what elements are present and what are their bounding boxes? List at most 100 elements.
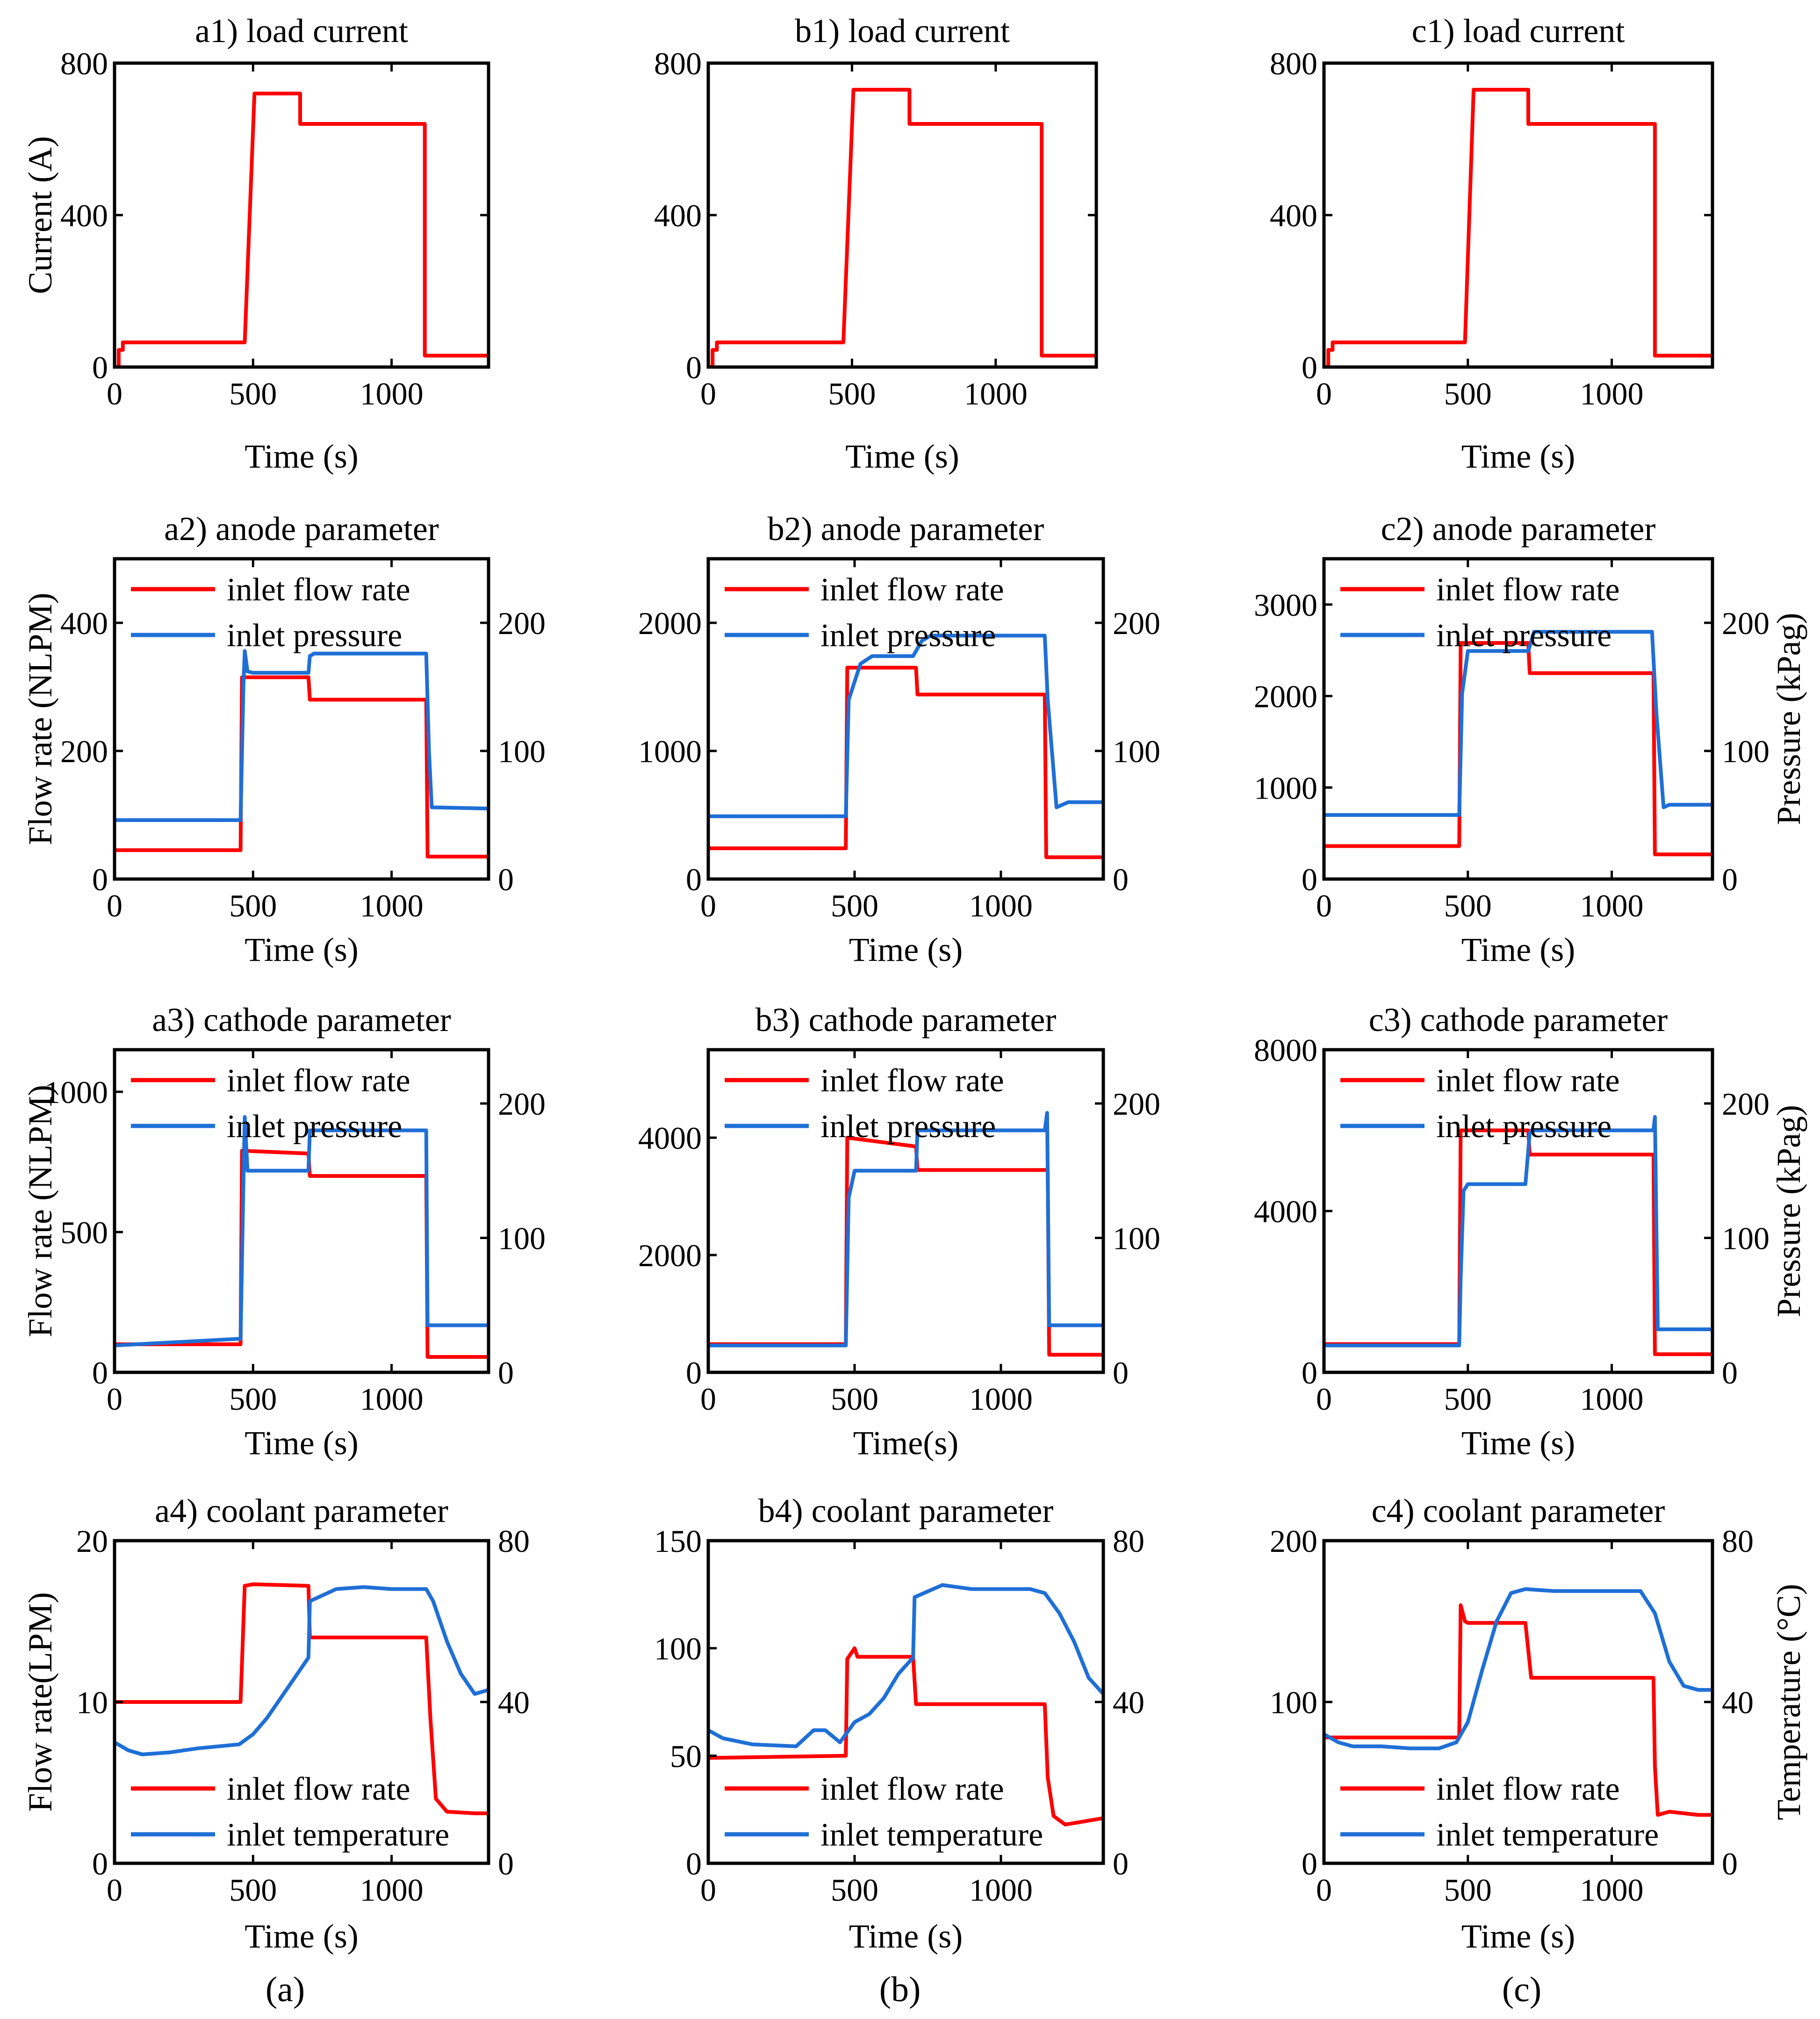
legend-b2: inlet flow rate inlet pressure bbox=[725, 572, 1004, 654]
x-tick-label: 500 bbox=[229, 376, 277, 411]
series-a1-load-current bbox=[115, 92, 489, 367]
y-tick-label-right: 100 bbox=[1113, 1221, 1160, 1256]
legend-label: inlet flow rate bbox=[1436, 1063, 1620, 1099]
legend-label: inlet flow rate bbox=[1436, 572, 1620, 608]
y-tick-label: 0 bbox=[1302, 1355, 1317, 1391]
y-tick-label: 0 bbox=[1302, 350, 1317, 385]
y-axis-label-a2: Flow rate (NLPM) bbox=[22, 593, 59, 845]
x-axis-label-c4: Time (s) bbox=[1461, 1918, 1575, 1955]
chart-a3: 0 500 1000 0 500 1000 0 100 200 a3) cathode param… bbox=[22, 1001, 546, 1462]
y-tick-label-right: 0 bbox=[498, 862, 514, 897]
legend-label: inlet flow rate bbox=[820, 572, 1004, 608]
chart-b1: 0 500 1000 0 400 800 b1) load current Time (s) bbox=[654, 12, 1098, 475]
legend-label: inlet flow rate bbox=[820, 1771, 1004, 1807]
y-tick-label-right: 200 bbox=[1113, 606, 1160, 641]
x-axis-label-b1: Time (s) bbox=[845, 438, 959, 475]
y-tick-label-right: 80 bbox=[498, 1523, 530, 1559]
legend-b3: inlet flow rate inlet pressure bbox=[725, 1063, 1004, 1145]
legend-label: inlet pressure bbox=[820, 618, 996, 654]
legend-label: inlet temperature bbox=[820, 1817, 1043, 1853]
y-tick-label: 0 bbox=[92, 1355, 108, 1391]
legend-b4: inlet flow rate inlet temperature bbox=[725, 1771, 1043, 1853]
series-b1-load-current bbox=[708, 87, 1096, 367]
y-tick-label: 0 bbox=[1302, 1846, 1317, 1882]
y-axis-label-a1: Current (A) bbox=[22, 136, 59, 294]
y-tick-label-right: 40 bbox=[498, 1685, 530, 1720]
series-b4-inlet-temperature bbox=[708, 1583, 1103, 1748]
legend-label: inlet temperature bbox=[227, 1817, 449, 1853]
chart-a4: 0 500 1000 0 10 20 0 40 80 a4) coolant parameter T… bbox=[22, 1492, 530, 1955]
y-tick-label: 2000 bbox=[638, 606, 702, 641]
x-axis-label-b3: Time(s) bbox=[853, 1424, 958, 1462]
y-tick-label: 800 bbox=[60, 46, 108, 81]
chart-title-c4: c4) coolant parameter bbox=[1372, 1492, 1665, 1529]
chart-c4: 0 500 1000 0 100 200 0 40 80 c4) coolant paramete… bbox=[1270, 1492, 1807, 1955]
chart-b4: 0 500 1000 0 50 100 150 0 40 80 b4) coolant parame… bbox=[654, 1492, 1144, 1955]
y-tick-label: 0 bbox=[92, 350, 108, 385]
series-c4-inlet-temperature bbox=[1324, 1587, 1712, 1751]
chart-b3: 0 500 1000 0 2000 4000 0 100 200 b3) cathode para… bbox=[638, 1001, 1160, 1462]
x-tick-label: 0 bbox=[1316, 376, 1332, 411]
chart-c2: 0 500 1000 0 1000 2000 3000 0 100 200 c2) anode pa… bbox=[1254, 510, 1807, 968]
series-a4-inlet-flow-rate bbox=[115, 1582, 489, 1816]
legend-a2: inlet flow rate inlet pressure bbox=[131, 572, 410, 654]
x-axis-label-b4: Time (s) bbox=[849, 1918, 963, 1955]
x-tick-label: 500 bbox=[229, 888, 277, 923]
legend-a3: inlet flow rate inlet pressure bbox=[131, 1063, 410, 1145]
y-tick-label-right: 100 bbox=[1722, 734, 1770, 769]
group-label: (a) bbox=[266, 1970, 305, 2009]
chart-title-a2: a2) anode parameter bbox=[164, 510, 439, 548]
x-tick-label: 500 bbox=[831, 1872, 878, 1908]
legend-a4: inlet flow rate inlet temperature bbox=[131, 1771, 449, 1853]
group-label: (b) bbox=[879, 1970, 921, 2009]
y-tick-label: 200 bbox=[60, 734, 108, 769]
y-tick-label: 4000 bbox=[638, 1120, 702, 1156]
y-tick-label: 200 bbox=[1270, 1523, 1317, 1559]
y-tick-label: 100 bbox=[1270, 1685, 1317, 1720]
chart-title-b3: b3) cathode parameter bbox=[755, 1001, 1057, 1038]
x-tick-label: 1000 bbox=[964, 376, 1028, 411]
y-tick-label: 400 bbox=[60, 606, 108, 641]
y-tick-label-right: 40 bbox=[1722, 1685, 1754, 1720]
x-tick-label: 500 bbox=[229, 1381, 277, 1417]
x-tick-label: 500 bbox=[828, 376, 876, 411]
legend-label: inlet flow rate bbox=[820, 1063, 1004, 1099]
y-tick-label: 2000 bbox=[638, 1238, 702, 1273]
x-tick-label: 1000 bbox=[1580, 1381, 1644, 1417]
y-tick-label-right: 80 bbox=[1722, 1523, 1754, 1559]
x-tick-label: 1000 bbox=[1580, 1872, 1644, 1908]
series-b3-inlet-pressure bbox=[708, 1111, 1103, 1348]
legend-label: inlet pressure bbox=[1436, 1109, 1611, 1145]
x-axis-label-b2: Time (s) bbox=[849, 931, 963, 968]
x-tick-label: 0 bbox=[1316, 888, 1332, 923]
y-tick-label-right: 0 bbox=[1113, 862, 1129, 897]
chart-a2: 0 500 1000 0 200 400 0 100 200 a2) anode paramete… bbox=[22, 510, 546, 968]
x-tick-label: 500 bbox=[1444, 888, 1492, 923]
y-tick-label-right: 40 bbox=[1113, 1685, 1144, 1720]
y-tick-label-right: 0 bbox=[498, 1355, 514, 1391]
series-c2-inlet-pressure bbox=[1324, 630, 1712, 817]
x-axis-label-a2: Time (s) bbox=[245, 931, 358, 968]
legend-label: inlet temperature bbox=[1436, 1817, 1659, 1853]
x-axis-label-a3: Time (s) bbox=[245, 1424, 358, 1462]
y-tick-label-right: 100 bbox=[1722, 1221, 1770, 1256]
legend-c4: inlet flow rate inlet temperature bbox=[1340, 1771, 1659, 1853]
x-tick-label: 1000 bbox=[360, 376, 424, 411]
series-b4-inlet-flow-rate bbox=[708, 1646, 1103, 1827]
y-tick-label: 100 bbox=[654, 1631, 702, 1666]
x-axis-label-c1: Time (s) bbox=[1461, 438, 1575, 475]
x-axis-label-a4: Time (s) bbox=[245, 1918, 358, 1955]
group-label: (c) bbox=[1502, 1970, 1541, 2009]
y-tick-label: 10 bbox=[76, 1685, 108, 1720]
plot-frame-b2 bbox=[706, 557, 1105, 881]
y-tick-label-right: 80 bbox=[1113, 1523, 1144, 1559]
y-tick-label: 1000 bbox=[44, 1074, 108, 1110]
y-axis-label-right-c2: Pressure (kPag) bbox=[1770, 613, 1807, 825]
y-tick-label-right: 200 bbox=[498, 606, 546, 641]
x-axis-label-c2: Time (s) bbox=[1461, 931, 1575, 968]
plot-frame-a3 bbox=[113, 1048, 490, 1374]
y-tick-label: 0 bbox=[92, 862, 108, 897]
x-tick-label: 0 bbox=[107, 888, 122, 923]
y-tick-label-right: 200 bbox=[1113, 1086, 1160, 1122]
